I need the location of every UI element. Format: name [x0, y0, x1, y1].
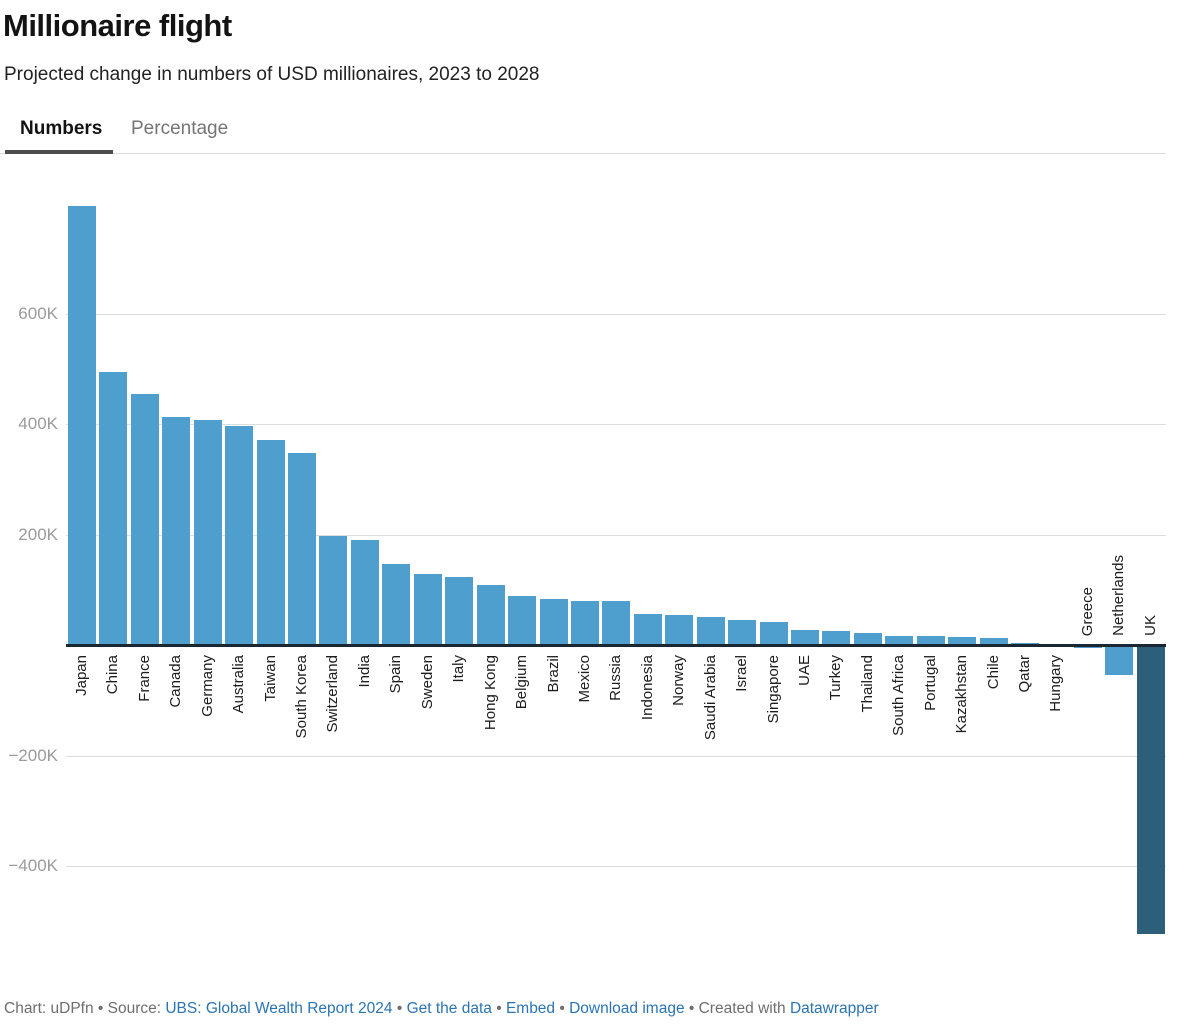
bar-norway[interactable] — [665, 615, 694, 645]
bar-mexico[interactable] — [570, 600, 599, 645]
y-tick-label-200k: 200K — [18, 524, 58, 544]
gridline--200k — [66, 755, 1166, 757]
bar-kazakhstan[interactable] — [948, 636, 976, 645]
bar-china[interactable] — [99, 371, 128, 645]
bar-france[interactable] — [130, 393, 159, 645]
footer-separator: • — [392, 1000, 407, 1017]
x-label-india: India — [355, 655, 373, 688]
bar-belgium[interactable] — [508, 595, 536, 645]
footer-credit-text: Chart: uDPfn • Source: — [4, 1000, 166, 1017]
bar-uae[interactable] — [790, 629, 819, 645]
x-label-indonesia: Indonesia — [638, 655, 656, 721]
bar-spain[interactable] — [382, 563, 411, 645]
bar-israel[interactable] — [728, 620, 756, 645]
x-label-china: China — [104, 655, 122, 695]
gridline--400k — [66, 866, 1166, 867]
bar-chile[interactable] — [979, 638, 1008, 645]
chart-subtitle: Projected change in numbers of USD milli… — [4, 64, 540, 85]
gridline-600k — [66, 313, 1166, 315]
footer-separator: • — [491, 1000, 506, 1017]
datawrapper-link[interactable]: Datawrapper — [789, 1000, 879, 1017]
tab-percentage[interactable]: Percentage — [131, 118, 229, 139]
get-the-data-link[interactable]: Get the data — [406, 1000, 492, 1017]
bar-singapore[interactable] — [759, 622, 788, 645]
bar-sweden[interactable] — [413, 574, 442, 645]
y-tick-label-600k: 600K — [18, 303, 58, 323]
x-label-japan: Japan — [73, 655, 90, 696]
x-label-kazakhstan: Kazakhstan — [953, 655, 970, 734]
bar-thailand[interactable] — [853, 633, 882, 645]
page-title: Millionaire flight — [3, 8, 232, 43]
gridline-200k — [66, 534, 1166, 536]
chart-footer: Chart: uDPfn • Source: UBS: Global Wealt… — [4, 1000, 1194, 1018]
x-label-south-korea: South Korea — [293, 655, 310, 739]
x-label-spain: Spain — [387, 655, 405, 694]
bar-india[interactable] — [350, 539, 379, 645]
active-tab-underline — [5, 150, 113, 154]
x-label-belgium: Belgium — [513, 655, 530, 710]
x-axis-zero-line — [66, 644, 1166, 647]
x-label-australia: Australia — [230, 655, 248, 714]
bar-indonesia[interactable] — [633, 613, 662, 645]
x-label-germany: Germany — [198, 655, 216, 717]
x-label-russia: Russia — [607, 655, 625, 701]
x-label-france: France — [135, 655, 153, 702]
x-label-hong-kong: Hong Kong — [481, 655, 499, 731]
x-label-singapore: Singapore — [764, 655, 782, 724]
bar-brazil[interactable] — [539, 599, 568, 645]
x-label-netherlands: Netherlands — [1110, 555, 1128, 636]
tab-numbers[interactable]: Numbers — [20, 118, 103, 139]
tab-bar: Numbers Percentage — [0, 112, 1166, 154]
bar-turkey[interactable] — [822, 631, 851, 645]
bar-uk[interactable] — [1136, 646, 1165, 935]
x-label-hungary: Hungary — [1047, 655, 1065, 712]
bar-japan[interactable] — [68, 205, 96, 645]
download-image-link[interactable]: Download image — [569, 1000, 685, 1017]
source-link[interactable]: UBS: Global Wealth Report 2024 — [165, 1000, 393, 1017]
bar-switzerland[interactable] — [319, 535, 348, 645]
bar-russia[interactable] — [602, 601, 631, 645]
bar-germany[interactable] — [193, 419, 222, 645]
x-label-israel: Israel — [733, 655, 750, 692]
y-tick-label--400k: −400K — [8, 856, 58, 875]
y-tick-label--200k: −200K — [8, 745, 58, 765]
x-label-brazil: Brazil — [544, 655, 562, 693]
x-label-uk: UK — [1141, 615, 1159, 636]
bar-australia[interactable] — [225, 425, 254, 645]
x-label-italy: Italy — [450, 655, 468, 683]
y-tick-label-400k: 400K — [18, 414, 58, 433]
bar-south-korea[interactable] — [288, 453, 316, 645]
x-label-switzerland: Switzerland — [324, 655, 342, 733]
bar-canada[interactable] — [162, 417, 191, 645]
x-label-greece: Greece — [1078, 586, 1096, 636]
bar-saudi-arabia[interactable] — [696, 617, 725, 645]
x-label-taiwan: Taiwan — [261, 655, 279, 702]
x-label-chile: Chile — [984, 655, 1002, 690]
embed-link[interactable]: Embed — [505, 1000, 556, 1017]
footer-separator: • — [555, 1000, 570, 1017]
x-label-portugal: Portugal — [921, 655, 939, 711]
bar-south-africa[interactable] — [885, 635, 914, 645]
bar-hong-kong[interactable] — [476, 585, 505, 645]
bar-taiwan[interactable] — [256, 440, 285, 645]
x-label-thailand: Thailand — [858, 655, 876, 713]
bar-chart: 600K 400K 200K −200K −400K Japan China France Ca… — [0, 160, 1200, 985]
gridline-400k — [66, 424, 1166, 425]
bar-netherlands[interactable] — [1105, 646, 1134, 676]
x-label-south-africa: South Africa — [890, 655, 908, 736]
x-label-turkey: Turkey — [827, 655, 845, 701]
x-label-qatar: Qatar — [1015, 655, 1033, 693]
x-label-sweden: Sweden — [418, 655, 436, 710]
footer-created-with-text: • Created with — [684, 1000, 790, 1017]
x-label-uae: UAE — [795, 655, 813, 686]
bar-portugal[interactable] — [916, 636, 945, 645]
x-label-mexico: Mexico — [575, 655, 593, 703]
x-label-saudi-arabia: Saudi Arabia — [701, 655, 719, 741]
x-label-norway: Norway — [670, 655, 688, 706]
bar-italy[interactable] — [445, 577, 474, 645]
x-label-canada: Canada — [167, 655, 185, 708]
